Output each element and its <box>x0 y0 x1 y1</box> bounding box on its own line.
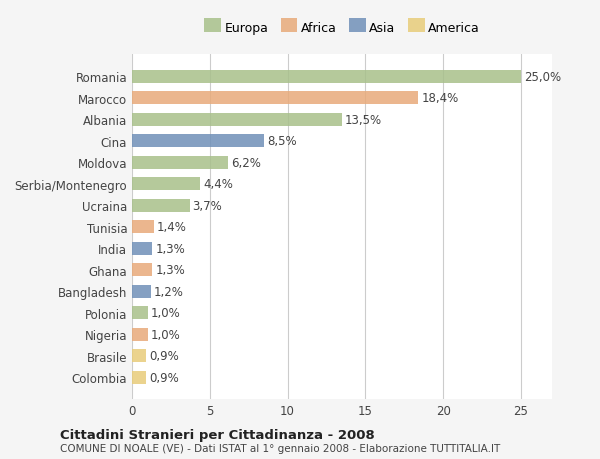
Text: 0,9%: 0,9% <box>149 349 179 362</box>
Bar <box>132 199 190 212</box>
Text: 3,7%: 3,7% <box>193 199 223 212</box>
Bar <box>132 349 146 362</box>
Text: 13,5%: 13,5% <box>345 113 382 127</box>
Bar <box>132 285 151 298</box>
Bar <box>132 92 418 105</box>
Bar <box>132 242 152 255</box>
Text: 1,2%: 1,2% <box>154 285 184 298</box>
Bar <box>132 178 200 191</box>
Bar <box>132 307 148 319</box>
Text: 1,4%: 1,4% <box>157 221 187 234</box>
Text: 0,9%: 0,9% <box>149 371 179 384</box>
Bar <box>132 157 229 169</box>
Text: 6,2%: 6,2% <box>232 157 262 169</box>
Text: 1,3%: 1,3% <box>155 263 185 277</box>
Text: 1,3%: 1,3% <box>155 242 185 255</box>
Text: 25,0%: 25,0% <box>524 71 561 84</box>
Text: COMUNE DI NOALE (VE) - Dati ISTAT al 1° gennaio 2008 - Elaborazione TUTTITALIA.I: COMUNE DI NOALE (VE) - Dati ISTAT al 1° … <box>60 443 500 453</box>
Bar <box>132 263 152 276</box>
Text: Cittadini Stranieri per Cittadinanza - 2008: Cittadini Stranieri per Cittadinanza - 2… <box>60 428 375 442</box>
Bar <box>132 113 342 127</box>
Bar <box>132 371 146 384</box>
Bar <box>132 135 264 148</box>
Text: 1,0%: 1,0% <box>151 328 181 341</box>
Text: 18,4%: 18,4% <box>421 92 458 105</box>
Legend: Europa, Africa, Asia, America: Europa, Africa, Asia, America <box>199 17 485 39</box>
Bar <box>132 328 148 341</box>
Text: 1,0%: 1,0% <box>151 307 181 319</box>
Bar <box>132 221 154 234</box>
Text: 4,4%: 4,4% <box>203 178 233 191</box>
Bar <box>132 71 521 84</box>
Text: 8,5%: 8,5% <box>268 135 297 148</box>
